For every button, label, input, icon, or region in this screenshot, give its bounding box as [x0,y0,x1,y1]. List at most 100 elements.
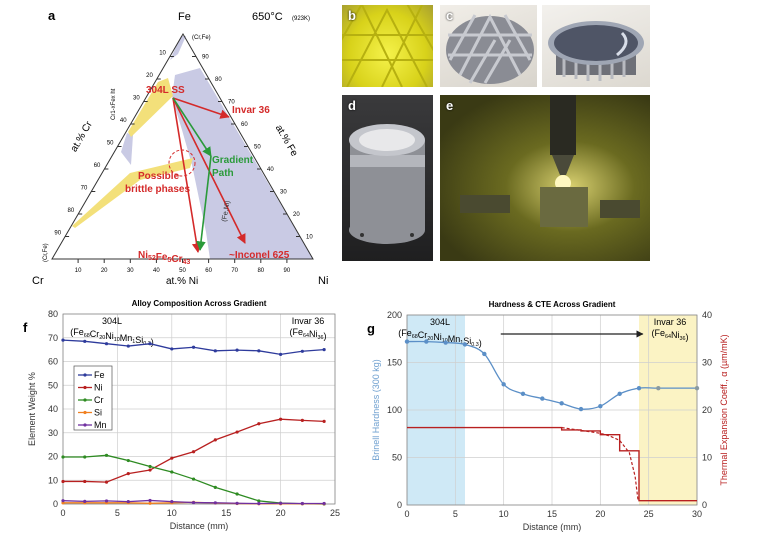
subscript: 68 [84,333,90,339]
y-tick-label: 80 [48,309,58,319]
phase-label-fe-ni: (Fe,Ni) [221,200,232,222]
annotation-invar-36: Invar 36 [292,316,325,326]
label-304l-ss: 304L SS [146,85,185,96]
axis-label-cr: at.% Cr [69,119,96,154]
hardness-data-point [501,382,506,387]
data-point-ni [104,480,109,484]
subscript: 43 [183,259,191,266]
panel-label-f: f [23,320,28,335]
data-point-ni [148,468,152,472]
element-symbol: Ni [671,330,680,340]
x-tick-label: 20 [595,509,605,519]
x-axis-label: Distance (mm) [523,522,582,532]
chart-title: Alloy Composition Across Gradient [132,299,267,308]
gradient-path-1 [172,97,212,157]
tick-label-fe: 50 [254,145,261,151]
vertex-ni: Ni [318,275,328,287]
subscript: 10 [114,337,120,343]
data-point-cr [191,477,196,481]
element-symbol: Ni [105,331,114,341]
vertex-cr: Cr [32,275,44,287]
hardness-data-point [636,385,642,391]
element-symbol: Fe [156,252,168,263]
phase-label-cr-fe-top: (Cr,Fe) [192,35,211,41]
legend-label-fe: Fe [94,370,105,380]
y-tick-label: 50 [48,380,58,390]
subscript: 20 [99,335,105,341]
data-point-mn [322,501,326,506]
tick-label-fe: 40 [267,167,274,173]
tick-label-cr: 90 [54,231,61,237]
tick-label-fe: 20 [293,212,300,218]
y-right-axis-label: Thermal Expansion Coeff., α (µm/mK) [719,334,729,485]
subscript: 1 [132,339,135,345]
annotation-304l: 304L [102,316,122,326]
hardness-data-point [540,396,545,401]
hardness-data-point [520,391,526,397]
element-symbol: Fe [654,328,665,338]
legend-marker [83,385,87,390]
cte-measured-line [407,426,697,502]
data-point-ni [83,479,87,484]
data-point-mn [104,499,109,503]
legend-box [73,365,113,431]
x-tick-label: 20 [276,508,286,518]
tick-label-cr: 50 [107,141,114,147]
arrow-invar [172,97,230,119]
data-point-ni [61,479,65,484]
tick-label-ni: 90 [284,268,291,274]
data-point-fe [257,349,261,353]
data-point-fe [104,342,109,346]
plot-frame [62,313,336,505]
subscript: 64 [303,333,309,339]
data-point-fe [300,349,304,353]
gradient-path-2 [196,155,212,251]
data-point-ni [191,450,196,454]
data-point-mn [83,499,87,503]
data-point-ni [279,417,283,421]
data-point-fe [170,347,174,351]
paren: ( [70,327,73,337]
data-point-fe [322,348,326,352]
x-tick-label: 0 [404,509,409,519]
element-symbol: Mn [448,334,461,344]
subscript: 52 [148,255,156,262]
label-ni52fe5cr43: Ni52Fe5Cr43 [138,250,190,266]
sigma-phase-region-upper [128,78,173,137]
data-point-cr [235,492,239,496]
chart-alloy-composition: 0 5 10 15 20 25 0 10 20 30 40 50 60 70 80 Alloy Composi… [23,299,340,531]
y-right-tick-label: 0 [702,500,707,510]
legend-label-mn: Mn [94,420,107,430]
data-point-cr [170,470,174,474]
tick-label-ni: 20 [101,268,108,274]
y-tick-label: 40 [48,404,58,414]
x-tick-label: 15 [547,509,557,519]
lattice-pattern [342,5,433,87]
paren: ( [289,327,292,337]
x-tick-label: 25 [644,509,654,519]
tick-label-ni: 60 [205,268,212,274]
label-path: Path [212,168,234,179]
x-tick-label: 25 [330,508,340,518]
data-point-ni [322,419,326,423]
photo-yellow-lattice-print: b [342,5,433,87]
hardness-data-point [617,391,622,397]
label-possible: Possible [138,171,180,182]
subscript: 1 [460,340,463,346]
y-tick-label: 10 [48,475,58,485]
paren: ( [398,328,401,338]
ternary-ticks: 10 20 30 40 50 60 70 80 90 10 20 30 40 50 60 70 80 90 90 80… [54,51,313,275]
legend-label-si: Si [94,408,102,418]
data-point-mn [170,500,174,504]
data-point-fe [191,345,196,349]
data-point-ni [300,418,304,422]
tick-label-cr: 10 [159,51,166,57]
paren: ) [479,338,482,348]
chart-title: Hardness & CTE Across Gradient [489,300,616,309]
cylinder-shape [349,124,425,244]
panel-label-d: d [348,98,356,113]
annotation-invar-formula: (Fe64Ni36) [289,327,326,341]
hardness-data-point [578,406,584,412]
hardness-data-point [424,339,429,344]
